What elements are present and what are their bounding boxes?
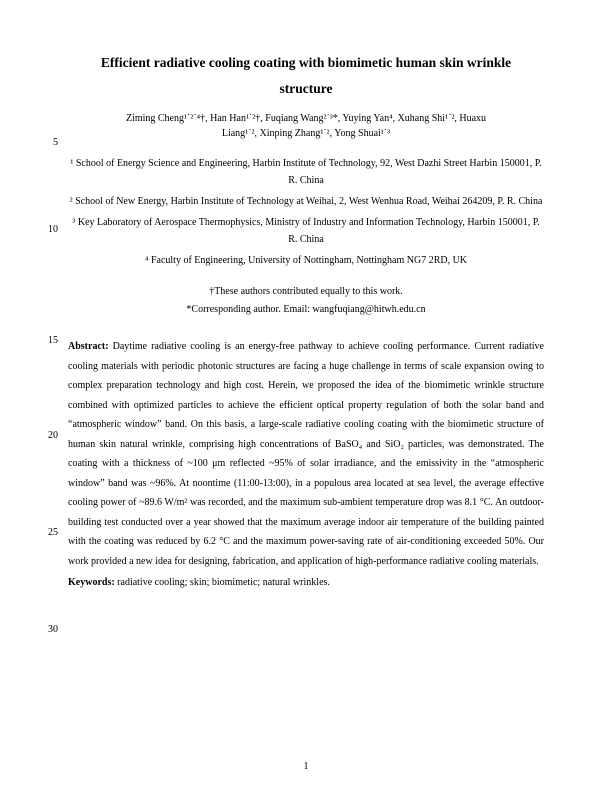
abstract-text: Daytime radiative cooling is an energy-f… [68,341,544,567]
corresponding-author-note: *Corresponding author. Email: wangfuqian… [68,301,544,319]
affiliations: ¹ School of Energy Science and Engineeri… [68,155,544,269]
author-notes: †These authors contributed equally to th… [68,283,544,319]
abstract-block: Abstract: Daytime radiative cooling is a… [68,337,544,571]
authors-line-2: Liang¹˙², Xinping Zhang¹˙², Yong Shuai¹˙… [222,128,390,139]
authors-line-1: Ziming Cheng¹˙²˙⁴†, Han Han¹˙²†, Fuqiang… [126,113,486,124]
affiliation-2: ² School of New Energy, Harbin Institute… [68,193,544,210]
title-line-2: structure [280,81,333,96]
paper-title: Efficient radiative cooling coating with… [68,50,544,101]
author-list: Ziming Cheng¹˙²˙⁴†, Han Han¹˙²†, Fuqiang… [68,111,544,141]
affiliation-3: ³ Key Laboratory of Aerospace Thermophys… [68,214,544,248]
keywords-label: Keywords: [68,577,115,588]
affiliation-1: ¹ School of Energy Science and Engineeri… [68,155,544,189]
title-line-1: Efficient radiative cooling coating with… [101,55,511,70]
keywords-block: Keywords: radiative cooling; skin; biomi… [68,573,544,593]
page-number: 1 [0,761,612,772]
affiliation-4: ⁴ Faculty of Engineering, University of … [68,252,544,269]
abstract-label: Abstract: [68,341,109,352]
page-content: Efficient radiative cooling coating with… [0,0,612,633]
equal-contribution-note: †These authors contributed equally to th… [68,283,544,301]
keywords-text: radiative cooling; skin; biomimetic; nat… [115,577,330,588]
